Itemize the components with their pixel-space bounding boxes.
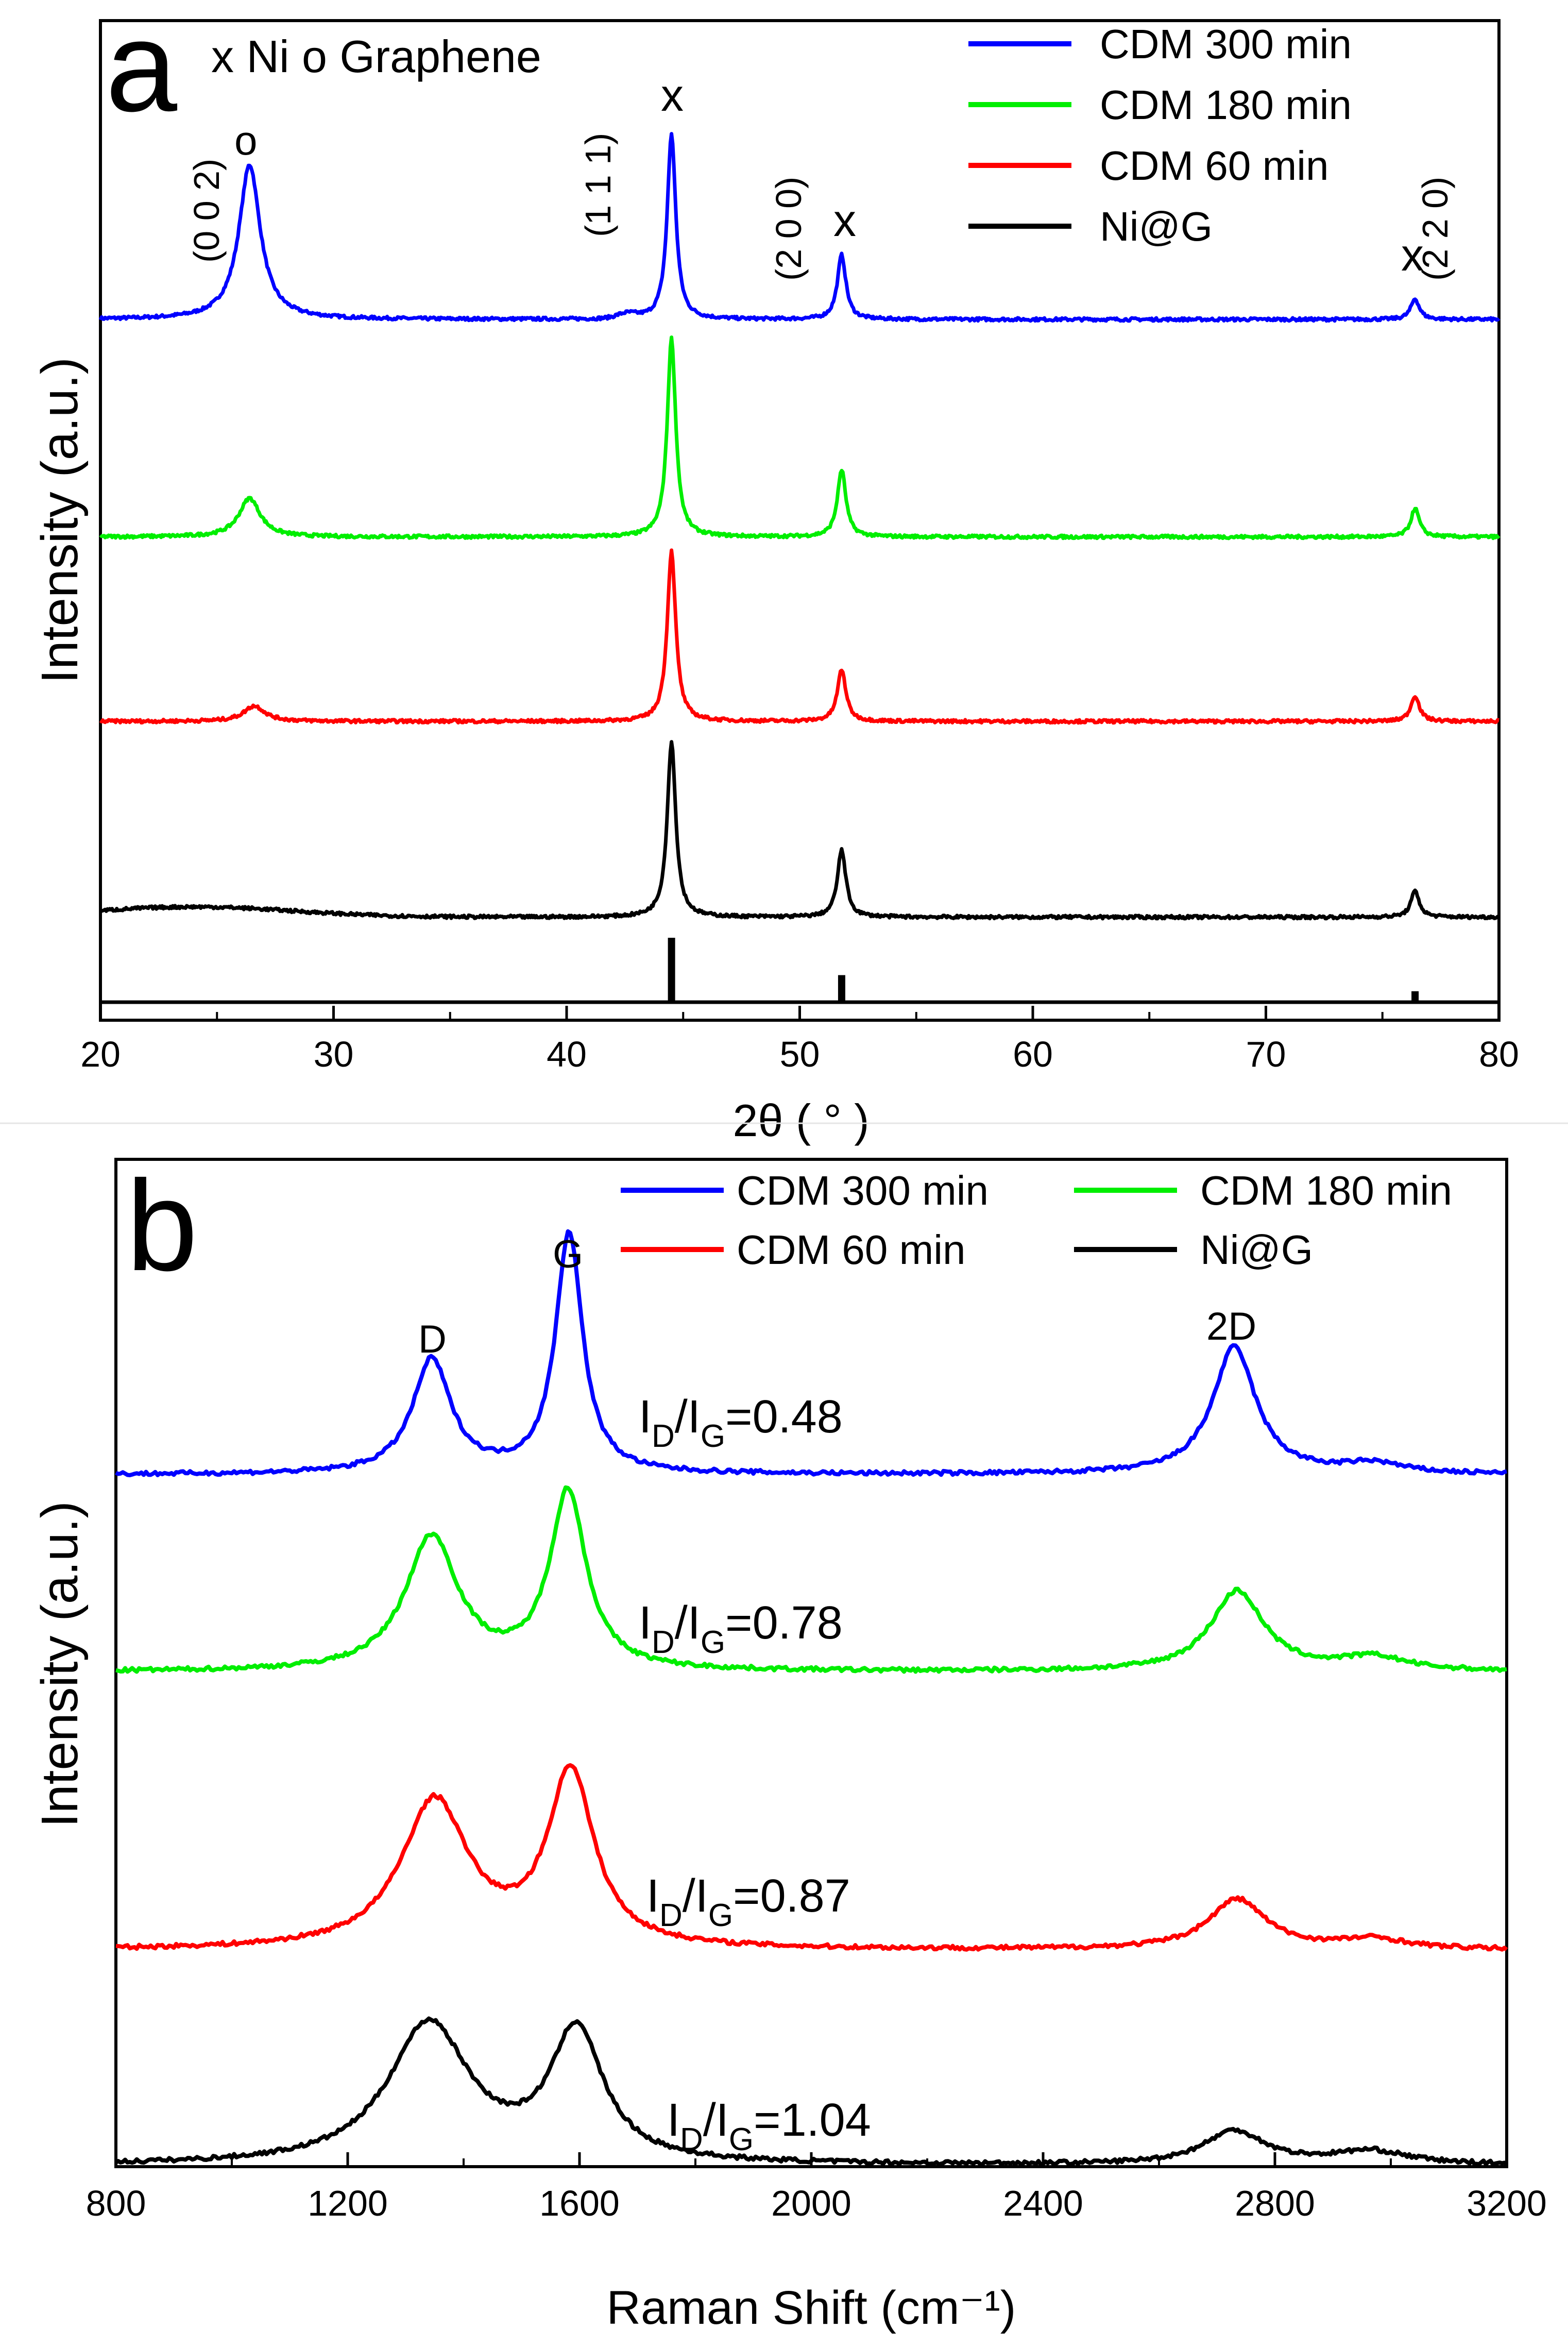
- raman-trace-cdm-60-min: [115, 1763, 1508, 1952]
- panel-a-y-axis-title: Intensity (a.u.): [31, 357, 89, 684]
- xrd-trace-cdm-60-min: [99, 548, 1500, 725]
- ni-marker-200: x: [833, 195, 856, 246]
- x-tick-label-70: 70: [1246, 1034, 1286, 1074]
- legend-label-cdm-300-min: CDM 300 min: [737, 1168, 988, 1213]
- ratio-label-cdm-180-min: ID/IG=0.78: [639, 1597, 843, 1660]
- peak-label-2d: 2D: [1206, 1305, 1256, 1348]
- xrd-trace-cdm-180-min: [99, 335, 1501, 541]
- panel-a-reference-pattern: [100, 938, 1499, 1004]
- panel-b-x-axis-title: Raman Shift (cm⁻¹): [607, 2282, 1016, 2334]
- panel-a-x-axis: 20 30 40 50 60 70 80: [80, 1006, 1519, 1074]
- legend-label-cdm-180-min: CDM 180 min: [1100, 82, 1352, 128]
- legend-label-cdm-180-min: CDM 180 min: [1200, 1168, 1452, 1213]
- ni-marker-220: x: [1401, 229, 1424, 280]
- panel-b-x-axis: 800 1200 1600 2000 2400 2800 3200: [86, 2152, 1547, 2223]
- raman-trace-cdm-180-min: [115, 1485, 1507, 1674]
- plane-label-111: (1 1 1): [578, 133, 618, 237]
- x-tick-label-2000: 2000: [771, 2183, 851, 2223]
- x-tick-label-80: 80: [1479, 1034, 1519, 1074]
- legend-label-ni-g: Ni@G: [1200, 1227, 1313, 1273]
- x-tick-label-30: 30: [314, 1034, 354, 1074]
- legend-label-cdm-60-min: CDM 60 min: [1100, 143, 1329, 189]
- x-tick-label-50: 50: [780, 1034, 820, 1074]
- panel-a-series: [98, 132, 1501, 921]
- peak-label-d: D: [418, 1318, 447, 1361]
- plane-label-200: (2 0 0): [769, 177, 809, 281]
- panel-a-legend: CDM 300 min CDM 180 min CDM 60 min Ni@G: [968, 21, 1352, 249]
- legend-label-cdm-300-min: CDM 300 min: [1100, 21, 1352, 67]
- ni-marker-111: x: [661, 70, 684, 121]
- ratio-label-cdm-60-min: ID/IG=0.87: [646, 1870, 850, 1933]
- x-tick-label-2800: 2800: [1235, 2183, 1315, 2223]
- panel-b: b 800 1200 1600 2000 2400 2800 3200 CDM 300 mi…: [31, 1154, 1547, 2334]
- x-tick-label-60: 60: [1013, 1034, 1053, 1074]
- plane-label-220: (2 2 0): [1415, 177, 1455, 281]
- ratio-label-cdm-300-min: ID/IG=0.48: [639, 1391, 843, 1454]
- xrd-trace-ni-g: [99, 740, 1501, 921]
- x-tick-label-20: 20: [80, 1034, 121, 1074]
- panel-b-frame: [114, 1158, 1508, 2168]
- peak-label-g: G: [553, 1232, 583, 1276]
- panel-b-series: [114, 1229, 1508, 2167]
- legend-label-ni-g: Ni@G: [1100, 204, 1213, 249]
- legend-label-cdm-60-min: CDM 60 min: [737, 1227, 966, 1273]
- plane-label-002: (0 0 2): [186, 159, 227, 263]
- panel-b-y-axis-title: Intensity (a.u.): [31, 1501, 89, 1828]
- panel-a: a x Ni o Graphene 20 30 40 50 60 70 80 CDM 300…: [31, 0, 1519, 1146]
- ratio-label-ni-g: ID/IG=1.04: [667, 2095, 871, 2157]
- panel-a-x-axis-title: 2θ ( ° ): [732, 1095, 869, 1146]
- panel-a-letter: a: [106, 0, 178, 138]
- graphene-marker-002: o: [234, 117, 258, 163]
- panel-a-marker-legend: x Ni o Graphene: [211, 31, 541, 82]
- xrd-trace-cdm-300-min: [98, 132, 1501, 323]
- panel-b-ratio-labels: ID/IG=0.48 ID/IG=0.78 ID/IG=0.87 ID/IG=1.04: [639, 1391, 871, 2157]
- x-tick-label-800: 800: [86, 2183, 146, 2223]
- x-tick-label-3200: 3200: [1467, 2183, 1547, 2223]
- raman-trace-cdm-300-min: [115, 1229, 1507, 1477]
- panel-b-legend: CDM 300 min CDM 180 min CDM 60 min Ni@G: [621, 1168, 1452, 1273]
- panel-b-letter: b: [126, 1154, 198, 1297]
- x-tick-label-1200: 1200: [308, 2183, 388, 2223]
- x-tick-label-1600: 1600: [539, 2183, 620, 2223]
- x-tick-label-2400: 2400: [1003, 2183, 1083, 2223]
- x-tick-label-40: 40: [547, 1034, 587, 1074]
